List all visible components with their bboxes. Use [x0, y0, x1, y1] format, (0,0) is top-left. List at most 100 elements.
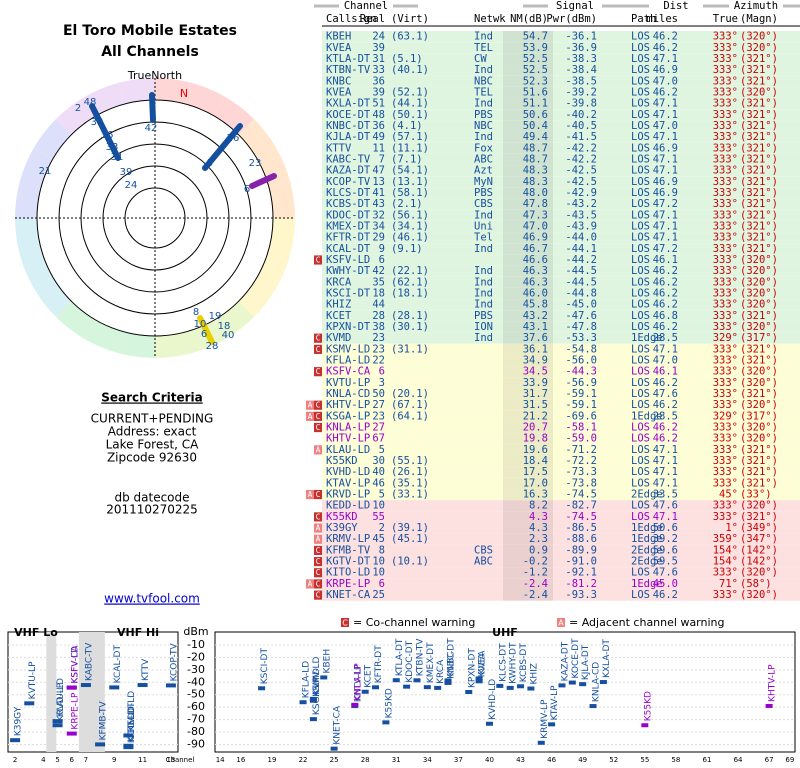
- signal-label: KCAL-DT: [113, 645, 123, 684]
- cell-magn: (321°): [740, 165, 778, 177]
- cell-magn: (320°): [740, 500, 778, 512]
- polar-label: 40: [222, 330, 235, 341]
- signal-label: KLCS-DT: [498, 643, 508, 682]
- cell-real: 31: [372, 53, 385, 65]
- cell-pwr: -42.2: [565, 142, 597, 154]
- x-tick-label: 40: [485, 756, 494, 764]
- cell-dist: 46.9: [653, 142, 678, 154]
- warning-badge: [314, 333, 322, 343]
- cell-pwr: -43.5: [565, 209, 597, 221]
- cell-dist: 47.0: [653, 355, 678, 367]
- signal-mark: [66, 685, 77, 690]
- cell-callsign: KTLA-DT: [326, 53, 371, 65]
- cell-magn: (320°): [740, 366, 778, 378]
- cell-virt: (57.1): [391, 131, 429, 143]
- cell-path: LOS: [631, 232, 650, 244]
- polar-label: 21: [39, 166, 52, 177]
- cell-path: LOS: [631, 198, 650, 210]
- x-tick-label: 22: [299, 756, 308, 764]
- cell-virt: (7.1): [391, 153, 423, 165]
- legend-badge: [341, 618, 349, 627]
- nm-shade: [503, 332, 553, 344]
- cell-path: LOS: [631, 165, 650, 177]
- warning-letter: A: [308, 412, 313, 421]
- cell-virt: (9.1): [391, 243, 423, 255]
- cell-real: 28: [372, 310, 385, 322]
- cell-path: LOS: [631, 153, 650, 165]
- signal-mark: [444, 680, 452, 685]
- cell-true: 333°: [713, 254, 738, 266]
- cell-path: LOS: [631, 176, 650, 188]
- cell-magn: (321°): [740, 131, 778, 143]
- cell-nm: 20.7: [523, 422, 548, 434]
- warning-badge: [314, 344, 322, 354]
- cell-callsign: KSFV-LD: [326, 254, 370, 266]
- cell-callsign: KLAU-LD: [326, 444, 370, 456]
- cell-virt: (2.1): [391, 198, 423, 210]
- cell-netwk: Ind: [474, 64, 493, 76]
- cell-real: 67: [372, 433, 385, 445]
- cell-callsign: KOCE-DT: [326, 109, 371, 121]
- signal-mark: [517, 684, 525, 689]
- cell-real: 38: [372, 321, 385, 333]
- signal-label: KEDD-LD: [127, 691, 137, 732]
- nm-shade: [503, 555, 553, 568]
- cell-true: 333°: [713, 500, 738, 512]
- group-bg: [548, 0, 602, 11]
- cell-path: LOS: [631, 220, 650, 232]
- warning-badge: [314, 579, 322, 589]
- cell-nm: 21.2: [523, 410, 548, 422]
- cell-true: 333°: [713, 321, 738, 333]
- cell-netwk: Ind: [474, 209, 493, 221]
- nm-shade: [503, 287, 553, 300]
- cell-nm: 2.3: [529, 533, 548, 545]
- cell-real: 11: [372, 142, 385, 154]
- signal-mark: [558, 683, 566, 688]
- signal-label: KVEA: [478, 653, 488, 678]
- x-tick-label: 64: [734, 756, 743, 764]
- true-north: TrueNorth: [127, 69, 182, 82]
- datecode-label: db datecode: [114, 491, 189, 505]
- signal-mark: [506, 685, 514, 690]
- band-label: VHF Lo: [14, 626, 58, 639]
- signal-label: KCET: [364, 664, 374, 687]
- cell-true: 333°: [713, 42, 738, 54]
- cell-netwk: Fox: [474, 142, 493, 154]
- cell-path: LOS: [631, 120, 650, 132]
- warning-letter: A: [308, 579, 313, 588]
- cell-netwk: NBC: [474, 75, 493, 87]
- cell-true: 333°: [713, 232, 738, 244]
- cell-virt: (58.1): [391, 187, 429, 199]
- nm-shade: [503, 388, 553, 400]
- cell-netwk: CW: [474, 53, 487, 65]
- cell-callsign: KPXN-DT: [326, 321, 371, 333]
- nm-shade: [503, 53, 553, 65]
- cell-path: LOS: [631, 567, 650, 579]
- row-bg: [322, 276, 800, 288]
- nm-shade: [503, 421, 553, 434]
- cell-real: 23: [372, 332, 385, 344]
- cell-magn: (321°): [740, 75, 778, 87]
- cell-path: 2Edge: [631, 489, 663, 501]
- cell-real: 10: [372, 500, 385, 512]
- cell-nm: 4.3: [529, 511, 548, 523]
- nm-shade: [503, 176, 553, 188]
- signal-mark: [52, 723, 63, 728]
- y-tick-label: -20: [187, 650, 205, 663]
- cell-true: 333°: [713, 399, 738, 411]
- cell-real: 51: [372, 98, 385, 110]
- nm-shade: [503, 433, 553, 445]
- cell-real: 49: [372, 131, 385, 143]
- nm-shade: [503, 232, 553, 244]
- cell-callsign: K39GY: [326, 522, 358, 534]
- link[interactable]: www.tvfool.com: [104, 592, 200, 606]
- cell-real: 7: [379, 153, 385, 165]
- cell-dist: 46.2: [653, 42, 678, 54]
- cell-nm: 54.7: [523, 31, 548, 43]
- cell-path: LOS: [631, 377, 650, 389]
- cell-true: 333°: [713, 377, 738, 389]
- group-header: Channel: [344, 0, 388, 12]
- cell-pwr: -47.6: [565, 310, 597, 322]
- cell-nm: -0.2: [523, 556, 548, 568]
- cell-nm: 16.3: [523, 489, 548, 501]
